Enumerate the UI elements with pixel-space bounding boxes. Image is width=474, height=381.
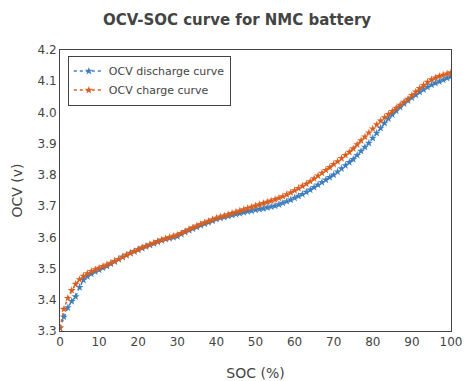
svg-text:10: 10 bbox=[91, 335, 106, 349]
svg-text:SOC (%): SOC (%) bbox=[226, 365, 284, 381]
svg-text:OCV (v): OCV (v) bbox=[9, 163, 25, 217]
svg-text:OCV discharge curve: OCV discharge curve bbox=[109, 65, 225, 78]
svg-text:20: 20 bbox=[131, 335, 146, 349]
svg-text:3.9: 3.9 bbox=[38, 137, 57, 151]
svg-text:3.5: 3.5 bbox=[38, 262, 57, 276]
svg-text:4.1: 4.1 bbox=[38, 74, 57, 88]
svg-text:3.7: 3.7 bbox=[38, 199, 57, 213]
svg-text:70: 70 bbox=[326, 335, 341, 349]
svg-text:3.8: 3.8 bbox=[38, 168, 57, 182]
svg-text:60: 60 bbox=[287, 335, 302, 349]
svg-text:3.3: 3.3 bbox=[38, 324, 57, 338]
svg-text:80: 80 bbox=[365, 335, 380, 349]
svg-text:4.2: 4.2 bbox=[38, 43, 57, 57]
svg-text:90: 90 bbox=[404, 335, 419, 349]
svg-text:3.4: 3.4 bbox=[38, 293, 57, 307]
svg-text:4.0: 4.0 bbox=[38, 106, 57, 120]
svg-text:100: 100 bbox=[440, 335, 463, 349]
svg-text:0: 0 bbox=[56, 335, 64, 349]
svg-text:40: 40 bbox=[209, 335, 224, 349]
svg-text:OCV charge curve: OCV charge curve bbox=[109, 84, 209, 97]
svg-text:OCV-SOC curve for NMC battery: OCV-SOC curve for NMC battery bbox=[103, 11, 371, 29]
svg-text:30: 30 bbox=[170, 335, 185, 349]
svg-text:3.6: 3.6 bbox=[38, 231, 57, 245]
svg-text:50: 50 bbox=[248, 335, 263, 349]
